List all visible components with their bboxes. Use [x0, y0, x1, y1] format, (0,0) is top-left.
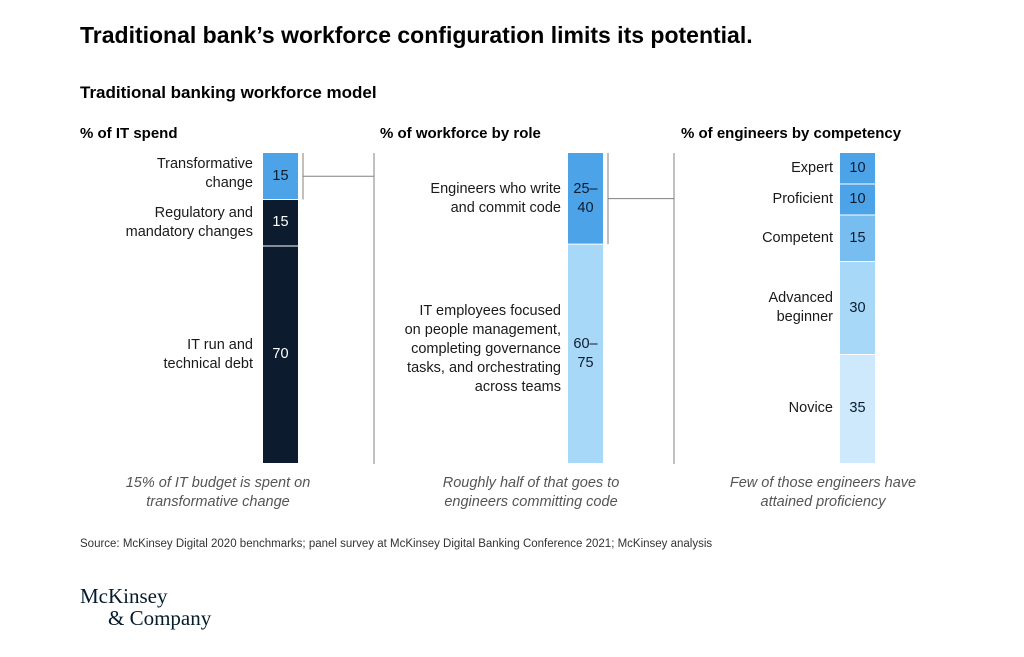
bar-category-label: Expert [791, 160, 833, 176]
bar-segment-0-0 [263, 153, 298, 200]
bar-segment-1-1 [568, 244, 603, 463]
chart-subtitle: Traditional banking workforce model [80, 83, 377, 102]
caption-it-spend: 15% of IT budget is spent on transformat… [125, 475, 311, 510]
bar-value-label: 15 [272, 167, 289, 184]
bar-value-label: 10 [849, 191, 866, 207]
bar-value-label: 70 [272, 346, 289, 362]
bar-category-label: IT run and technical debt [163, 336, 253, 372]
bar-value-label: 25– 40 [573, 180, 598, 216]
bar-value-label: 15 [272, 214, 289, 231]
bar-value-label: 10 [849, 160, 866, 176]
bar-segment-1-0 [568, 153, 603, 245]
company-logo: McKinsey & Company [80, 585, 211, 629]
source-note: Source: McKinsey Digital 2020 benchmarks… [80, 538, 713, 550]
bar-segment-2-0 [840, 153, 875, 184]
bar-value-label: 30 [849, 299, 866, 316]
panel-title-workforce: % of workforce by role [380, 125, 541, 142]
bar-category-label: Novice [788, 400, 833, 417]
bar-value-label: 35 [849, 400, 866, 417]
caption-workforce: Roughly half of that goes to engineers c… [442, 475, 620, 510]
bar-category-label: Transformative change [156, 156, 253, 192]
panel-title-it-spend: % of IT spend [80, 125, 178, 142]
bar-category-label: Proficient [772, 191, 833, 207]
bar-value-label: 60– 75 [573, 335, 598, 371]
bar-category-label: IT employees focused on people management… [404, 303, 561, 396]
bar-segment-2-1 [840, 184, 875, 215]
bar-value-label: 15 [849, 229, 866, 246]
bar-segment-0-2 [263, 246, 298, 463]
bar-category-label: Regulatory and mandatory changes [125, 204, 253, 240]
bar-segment-2-4 [840, 354, 875, 463]
bar-segment-2-3 [840, 261, 875, 355]
bar-segment-2-2 [840, 215, 875, 262]
bar-category-label: Advanced beginner [768, 290, 834, 325]
bar-category-label: Engineers who write and commit code [430, 180, 561, 216]
logo-line-1: McKinsey [80, 584, 168, 608]
panel-title-competency: % of engineers by competency [681, 125, 902, 142]
logo-line-2: & Company [108, 606, 212, 630]
caption-competency: Few of those engineers have attained pro… [729, 475, 917, 510]
page-title: Traditional bank’s workforce configurati… [80, 22, 753, 48]
bar-segment-0-1 [263, 199, 298, 246]
bar-category-label: Competent [762, 229, 833, 246]
